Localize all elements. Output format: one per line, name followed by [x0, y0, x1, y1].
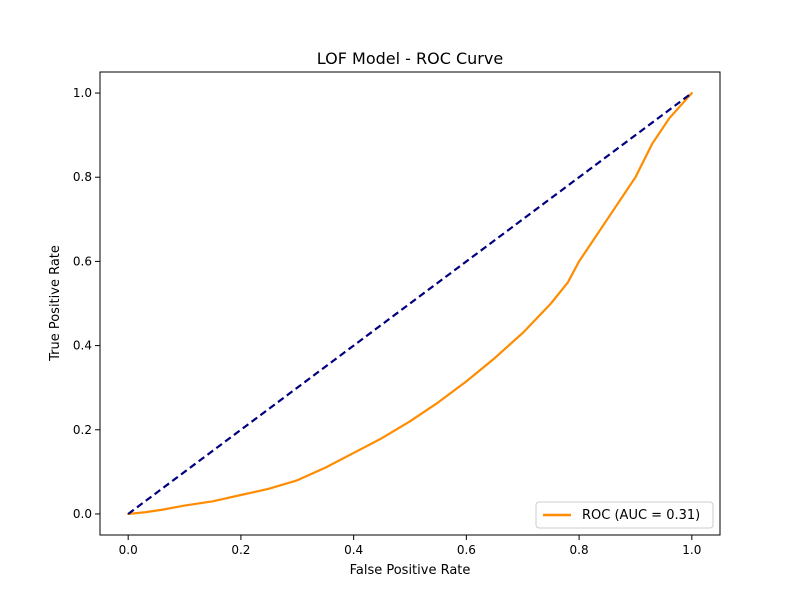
legend-box [535, 501, 714, 529]
x-axis-label: False Positive Rate [350, 563, 471, 578]
plot-area [99, 71, 721, 536]
x-tick-label: 0.2 [231, 543, 250, 557]
y-tick-label: 1.0 [73, 86, 92, 100]
y-axis-label: True Positive Rate [48, 245, 63, 362]
x-tick-label: 0.8 [570, 543, 589, 557]
y-tick-label: 0.8 [73, 170, 92, 184]
chart-title: LOF Model - ROC Curve [317, 49, 503, 68]
y-tick-label: 0.6 [73, 254, 92, 268]
y-tick-label: 0.2 [73, 423, 92, 437]
x-axis-ticks: 0.0 0.2 0.4 0.6 0.8 1.0 [119, 535, 701, 557]
x-tick-label: 0.4 [344, 543, 363, 557]
plot-frame [99, 71, 721, 536]
x-tick-label: 0.0 [119, 543, 138, 557]
legend: ROC (AUC = 0.31) [535, 501, 714, 529]
series-layer [127, 91, 693, 516]
x-tick-label: 0.6 [457, 543, 476, 557]
y-axis-ticks: 0.0 0.2 0.4 0.6 0.8 1.0 [73, 86, 100, 521]
legend-label-roc: ROC (AUC = 0.31) [582, 508, 700, 523]
roc-curve-line [127, 91, 693, 516]
chance-diagonal-line [127, 92, 693, 515]
y-tick-label: 0.4 [73, 339, 92, 353]
x-tick-label: 1.0 [682, 543, 701, 557]
y-tick-label: 0.0 [73, 507, 92, 521]
